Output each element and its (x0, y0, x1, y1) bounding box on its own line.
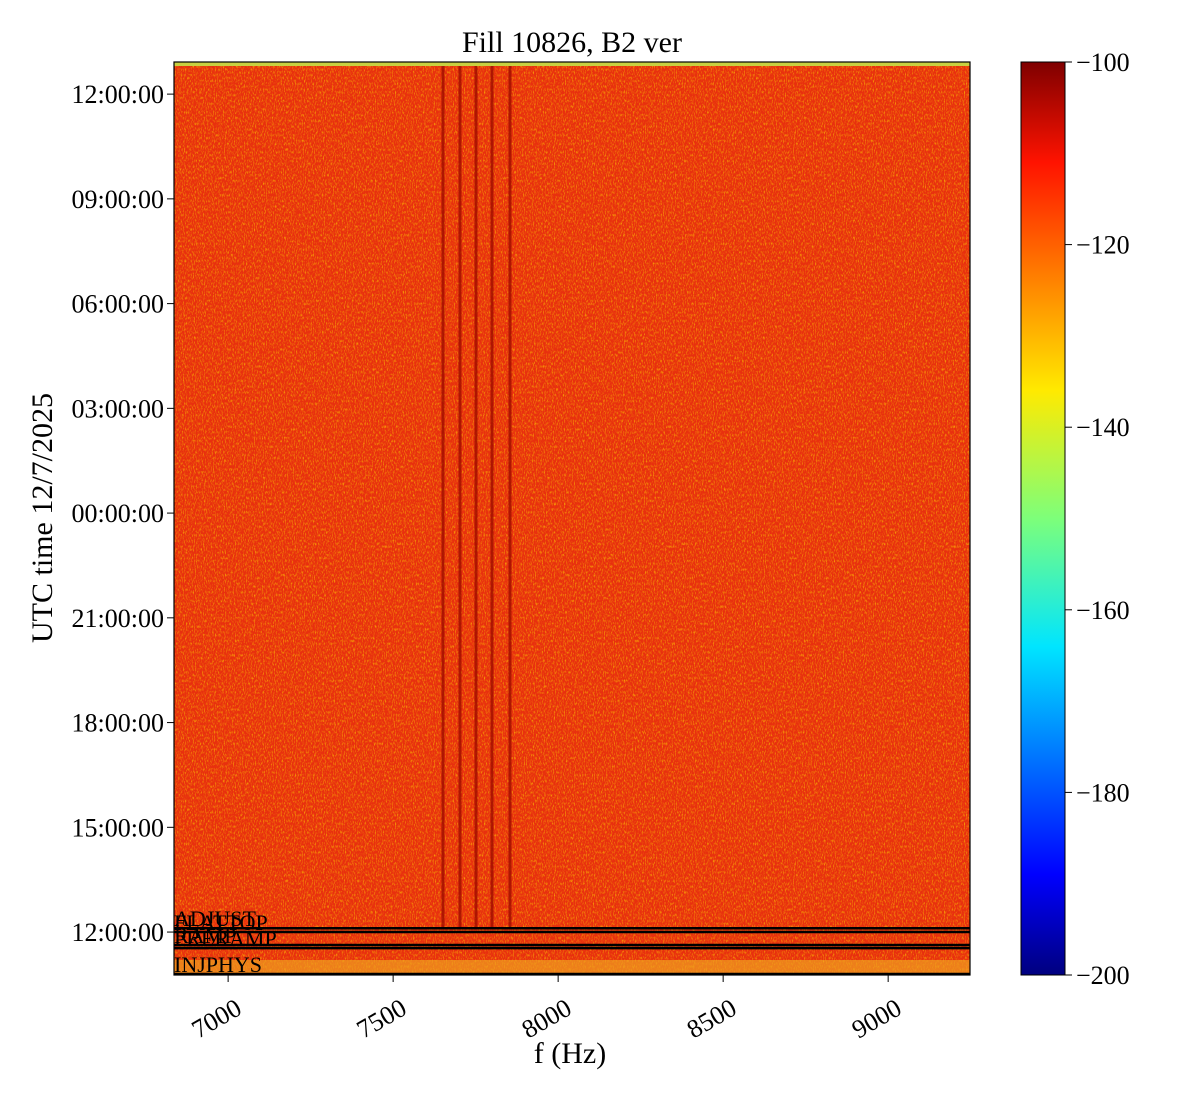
y-tick-label: 03:00:00 (72, 394, 164, 423)
y-tick-label: 06:00:00 (72, 290, 164, 319)
colorbar-tick-label: −100 (1076, 48, 1130, 77)
x-tick-label: 9000 (847, 993, 907, 1044)
colorbar-tick-label: −160 (1076, 596, 1130, 625)
y-tick-label: 18:00:00 (72, 709, 164, 738)
y-tick-label: 21:00:00 (72, 604, 164, 633)
y-axis-label: UTC time 12/7/2025 (26, 393, 59, 643)
y-tick-label: 09:00:00 (72, 185, 164, 214)
colorbar-tick-label: −120 (1076, 231, 1130, 260)
phase-label: INJPHYS (174, 952, 262, 977)
x-tick-label: 8500 (682, 993, 742, 1044)
y-tick-label: 12:00:00 (72, 80, 164, 109)
phase-label: PRERAMP (174, 926, 277, 951)
colorbar (1020, 61, 1066, 976)
colorbar-tick-label: −140 (1076, 413, 1130, 442)
x-tick-label: 7500 (352, 993, 412, 1044)
phase-label: ADJUST (174, 906, 256, 931)
plot-frame (173, 61, 971, 976)
y-tick-label: 15:00:00 (72, 813, 164, 842)
phase-label: FLATTOP (174, 910, 268, 935)
y-tick-label: 12:00:00 (72, 918, 164, 947)
colorbar-tick-label: −180 (1076, 778, 1130, 807)
colorbar-tick-label: −200 (1076, 961, 1130, 990)
x-tick-label: 7000 (187, 993, 247, 1044)
x-axis-label: f (Hz) (534, 1037, 606, 1070)
chart-title: Fill 10826, B2 ver (462, 26, 682, 59)
spectrogram (174, 62, 970, 975)
y-tick-label: 00:00:00 (72, 499, 164, 528)
